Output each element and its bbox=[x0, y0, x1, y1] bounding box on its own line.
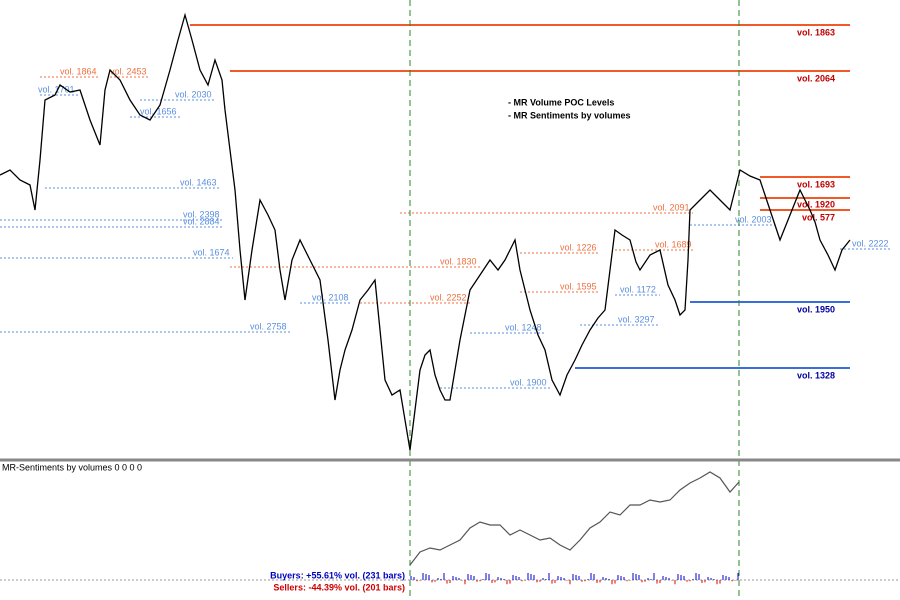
volume-label: vol. 3297 bbox=[618, 314, 655, 324]
level-label: vol. 1328 bbox=[797, 370, 835, 380]
level-label: vol. 1920 bbox=[797, 199, 835, 209]
volume-label: vol. 1226 bbox=[560, 242, 597, 252]
volume-label: vol. 2108 bbox=[312, 292, 349, 302]
level-label: vol. 1950 bbox=[797, 304, 835, 314]
volume-label: vol. 2758 bbox=[250, 321, 287, 331]
volume-label: vol. 2453 bbox=[110, 66, 147, 76]
volume-label: vol. 1674 bbox=[193, 247, 230, 257]
volume-histogram bbox=[410, 573, 739, 585]
sellers-label: Sellers: -44.39% vol. (201 bars) bbox=[273, 582, 405, 592]
level-label: vol. 1693 bbox=[797, 179, 835, 189]
volume-label: vol. 1864 bbox=[60, 66, 97, 76]
legend-line: - MR Volume POC Levels bbox=[508, 97, 614, 107]
level-label: vol. 1863 bbox=[797, 27, 835, 37]
volume-label: vol. 1701 bbox=[38, 84, 75, 94]
levels-layer: vol. 1863 vol. 2064 vol. 1693 vol. 1920 vol.… bbox=[0, 24, 892, 389]
volume-label: vol. 2222 bbox=[852, 238, 889, 248]
volume-label: vol. 1172 bbox=[620, 284, 656, 294]
sentiment-line bbox=[409, 471, 740, 566]
volume-label: vol. 2884 bbox=[183, 216, 220, 226]
volume-label: vol. 2003 bbox=[735, 214, 772, 224]
volume-label: vol. 2252 bbox=[430, 292, 467, 302]
volume-label: vol. 2091 bbox=[653, 202, 690, 212]
volume-label: vol. 1689 bbox=[655, 239, 692, 249]
buyers-label: Buyers: +55.61% vol. (231 bars) bbox=[270, 570, 405, 580]
volume-label: vol. 1463 bbox=[180, 177, 217, 187]
volume-label: vol. 1830 bbox=[440, 256, 477, 266]
volume-label: vol. 1595 bbox=[560, 281, 597, 291]
level-label: vol. 2064 bbox=[797, 73, 835, 83]
volume-label: vol. 1656 bbox=[140, 106, 177, 116]
legend-line: - MR Sentiments by volumes bbox=[508, 110, 631, 120]
indicator-title: MR-Sentiments by volumes 0 0 0 0 bbox=[2, 462, 142, 472]
volume-label: vol. 2398 bbox=[183, 209, 220, 219]
volume-label: vol. 1248 bbox=[505, 322, 542, 332]
price-line bbox=[0, 12, 851, 451]
level-label: vol. 577 bbox=[802, 212, 835, 222]
volume-label: vol. 1900 bbox=[510, 377, 547, 387]
volume-label: vol. 2030 bbox=[175, 89, 212, 99]
